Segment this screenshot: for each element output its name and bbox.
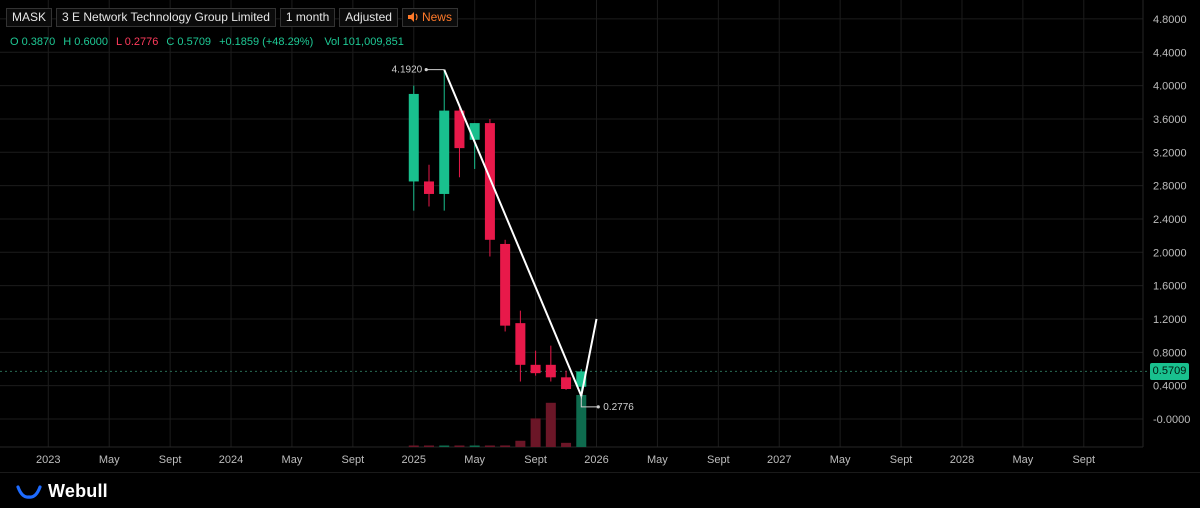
y-tick-label: 2.0000 bbox=[1153, 247, 1187, 259]
news-label: News bbox=[421, 9, 452, 24]
x-tick-label: May bbox=[1013, 454, 1034, 466]
volume-bar bbox=[454, 445, 465, 447]
y-tick-label: 4.8000 bbox=[1153, 14, 1187, 26]
x-tick-label: May bbox=[464, 454, 485, 466]
candle-body bbox=[561, 377, 572, 389]
x-tick-label: 2026 bbox=[584, 454, 608, 466]
volume-bar bbox=[561, 442, 572, 447]
y-tick-label: 1.2000 bbox=[1153, 314, 1187, 326]
volume-bar bbox=[484, 445, 495, 447]
volume-bar bbox=[515, 440, 526, 447]
x-tick-label: Sept bbox=[342, 454, 365, 466]
x-tick-label: May bbox=[99, 454, 120, 466]
y-tick-label: 4.0000 bbox=[1153, 81, 1187, 93]
volume-bar bbox=[469, 445, 480, 447]
low-value: 0.2776 bbox=[124, 36, 159, 48]
y-tick-label: 0.8000 bbox=[1153, 347, 1187, 359]
candle-body bbox=[469, 123, 480, 140]
low-annotation-line bbox=[580, 395, 599, 408]
x-tick-label: Sept bbox=[524, 454, 547, 466]
volume-label: Vol bbox=[324, 36, 340, 48]
brand-logo[interactable]: Webull bbox=[16, 481, 108, 502]
high-label: H bbox=[63, 36, 72, 48]
speaker-icon bbox=[407, 11, 418, 22]
volume-bar bbox=[424, 445, 434, 447]
x-tick-label: Sept bbox=[1072, 454, 1095, 466]
ohlc-readout: O 0.3870 H 0.6000 L 0.2776 C 0.5709 +0.1… bbox=[10, 36, 404, 48]
price-chart[interactable]: 4.8000 4.4000 4.0000 3.6000 3.2000 2.8000 2.40… bbox=[0, 0, 1200, 472]
adjust-mode-button[interactable]: Adjusted bbox=[339, 7, 398, 27]
high-value: 0.6000 bbox=[74, 36, 108, 48]
change-value: +0.1859 (+48.29%) bbox=[219, 36, 314, 48]
volume-bar bbox=[500, 445, 511, 447]
candle-body bbox=[515, 323, 526, 365]
volume-bar bbox=[530, 418, 541, 447]
x-tick-label: May bbox=[830, 454, 851, 466]
open-value: 0.3870 bbox=[21, 36, 56, 48]
candle-body bbox=[454, 110, 465, 149]
symbol-label[interactable]: MASK bbox=[6, 7, 53, 27]
y-tick-label: 3.2000 bbox=[1153, 147, 1187, 159]
webull-logo-icon bbox=[16, 484, 42, 499]
close-label: C bbox=[166, 36, 175, 48]
x-tick-label: Sept bbox=[890, 454, 913, 466]
high-annotation-dot bbox=[424, 67, 428, 72]
low-annotation-label: 0.2776 bbox=[603, 402, 634, 413]
candle-body bbox=[576, 371, 587, 387]
volume-value: 101,009,851 bbox=[342, 36, 404, 48]
x-tick-label: 2028 bbox=[950, 454, 974, 466]
news-button[interactable]: News bbox=[401, 7, 458, 27]
candle-body bbox=[408, 93, 419, 182]
volume-bar bbox=[439, 445, 450, 447]
x-tick-label: 2023 bbox=[36, 454, 60, 466]
y-tick-label: 0.4000 bbox=[1153, 381, 1187, 393]
chart-header: MASK 3 E Network Technology Group Limite… bbox=[6, 7, 458, 27]
candle-body bbox=[424, 181, 434, 194]
x-tick-label: 2027 bbox=[767, 454, 791, 466]
candle-body bbox=[439, 110, 450, 194]
close-value: 0.5709 bbox=[177, 36, 212, 48]
x-tick-label: May bbox=[282, 454, 303, 466]
x-tick-label: May bbox=[647, 454, 668, 466]
current-price-tag: 0.5709 bbox=[1150, 363, 1189, 380]
company-name: 3 E Network Technology Group Limited bbox=[56, 7, 276, 27]
y-tick-label: 1.6000 bbox=[1153, 281, 1187, 293]
interval-button[interactable]: 1 month bbox=[279, 7, 336, 27]
candle-body bbox=[500, 243, 511, 326]
candle-body bbox=[484, 123, 495, 240]
y-tick-label: 2.8000 bbox=[1153, 181, 1187, 193]
candle-body bbox=[545, 364, 556, 378]
open-label: O bbox=[10, 36, 19, 48]
volume-bar bbox=[408, 445, 419, 447]
y-tick-label: 2.4000 bbox=[1153, 214, 1187, 226]
low-annotation-dot bbox=[596, 405, 600, 409]
x-tick-label: 2024 bbox=[219, 454, 243, 466]
y-tick-label: 4.4000 bbox=[1153, 47, 1187, 59]
volume-bar bbox=[545, 402, 556, 447]
brand-name: Webull bbox=[48, 481, 108, 501]
y-tick-label: 3.6000 bbox=[1153, 114, 1187, 126]
footer-bar bbox=[0, 472, 1200, 508]
x-tick-label: Sept bbox=[707, 454, 730, 466]
y-tick-label: -0.0000 bbox=[1153, 414, 1190, 426]
candle-body bbox=[530, 364, 541, 374]
low-label: L bbox=[115, 36, 122, 48]
x-tick-label: 2025 bbox=[402, 454, 426, 466]
x-tick-label: Sept bbox=[159, 454, 182, 466]
high-annotation-label: 4.1920 bbox=[392, 65, 423, 76]
volume-bar bbox=[576, 395, 587, 447]
